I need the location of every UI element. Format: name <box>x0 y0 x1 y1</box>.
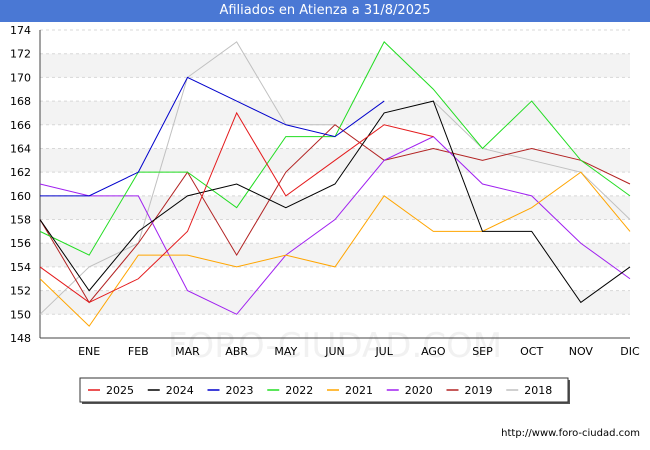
legend-box <box>79 377 569 403</box>
y-tick-label: 164 <box>10 142 31 155</box>
source-url[interactable]: http://www.foro-ciudad.com <box>501 428 640 439</box>
x-tick-label: ENE <box>78 345 100 358</box>
series-2021 <box>39 171 631 327</box>
grid-band <box>40 77 630 102</box>
x-tick-label: SEP <box>472 345 493 358</box>
series-2023 <box>40 76 385 197</box>
series-line-2021 <box>39 171 631 327</box>
grid-band <box>40 219 630 244</box>
legend: 2025 2024 2023 2022 2021 2020 2019 2018 <box>79 377 570 404</box>
line-chart: FORO-CIUDAD.COM 148 150 152 154 156 158 160 162… <box>10 24 640 404</box>
series-line-2019 <box>39 124 631 304</box>
legend-label-2018: 2018 <box>524 384 552 397</box>
legend-label-2022: 2022 <box>285 384 313 397</box>
y-tick-label: 148 <box>10 332 31 345</box>
y-axis: 148 150 152 154 156 158 160 162 164 166 168 170 172 1… <box>10 24 41 345</box>
grid-band <box>40 101 630 125</box>
legend-label-2021: 2021 <box>345 384 373 397</box>
y-tick-label: 174 <box>10 24 31 37</box>
grid-band <box>40 30 630 54</box>
y-tick-label: 162 <box>10 166 31 179</box>
y-tick-label: 152 <box>10 285 31 298</box>
series-line-2025 <box>39 111 434 304</box>
legend-label-2024: 2024 <box>166 384 194 397</box>
watermark: FORO-CIUDAD.COM <box>168 326 502 366</box>
x-axis: ENE FEB MAR ABR MAY JUN JUL AGO SEP OCT NOV DIC <box>40 337 640 358</box>
grid-band <box>40 290 630 315</box>
legend-label-2020: 2020 <box>405 384 433 397</box>
x-tick-label: NOV <box>569 345 594 358</box>
y-tick-label: 156 <box>10 237 31 250</box>
legend-label-2023: 2023 <box>226 384 254 397</box>
legend-label-2025: 2025 <box>106 384 134 397</box>
legend-label-2019: 2019 <box>465 384 493 397</box>
y-tick-label: 154 <box>10 261 31 274</box>
grid-band <box>40 53 630 78</box>
grid-band <box>40 314 630 338</box>
y-tick-label: 166 <box>10 119 31 132</box>
series-line-2020 <box>39 136 631 315</box>
y-tick-label: 170 <box>10 71 31 84</box>
series-2019 <box>39 124 631 304</box>
series-line-2018 <box>432 100 631 220</box>
x-tick-label: ABR <box>225 345 248 358</box>
grid-band <box>40 195 630 220</box>
x-tick-label: DIC <box>620 345 640 358</box>
series-lines <box>39 41 631 327</box>
series-2024 <box>39 100 631 304</box>
series-2025 <box>39 111 434 304</box>
x-tick-label: FEB <box>128 345 149 358</box>
y-tick-label: 158 <box>10 214 31 227</box>
x-tick-label: OCT <box>520 345 543 358</box>
y-tick-label: 160 <box>10 190 31 203</box>
series-2020 <box>39 136 631 315</box>
y-tick-label: 150 <box>10 308 31 321</box>
chart-title: Afiliados en Atienza a 31/8/2025 <box>0 0 650 22</box>
x-tick-label: JUN <box>324 345 345 358</box>
grid-band <box>40 243 630 267</box>
x-tick-label: MAR <box>175 345 200 358</box>
y-tick-label: 168 <box>10 95 31 108</box>
y-tick-label: 172 <box>10 48 31 61</box>
x-tick-label: JUL <box>374 345 393 358</box>
x-tick-label: AGO <box>421 345 446 358</box>
series-line-2023 <box>40 76 385 197</box>
x-tick-label: MAY <box>274 345 297 358</box>
series-line-2024 <box>39 100 631 304</box>
grid-band <box>40 266 630 291</box>
